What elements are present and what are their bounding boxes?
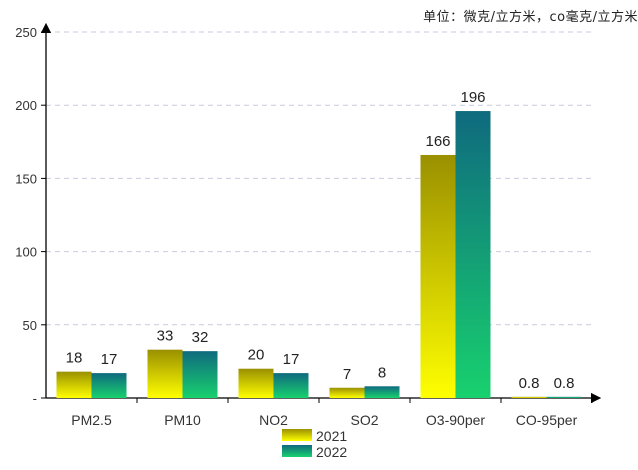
bar-2022-so2 bbox=[364, 386, 400, 398]
data-label-2022-so2: 8 bbox=[378, 364, 386, 381]
y-tick-label-100: 100 bbox=[15, 245, 37, 260]
bar-2021-pm2-5 bbox=[56, 371, 92, 398]
bar-2021-co-95per bbox=[511, 396, 547, 398]
data-label-2022-co-95per: 0.8 bbox=[554, 375, 575, 392]
legend-swatch-2021 bbox=[282, 429, 312, 441]
y-tick-label-200: 200 bbox=[15, 98, 37, 113]
data-label-2021-o3-90per: 166 bbox=[425, 133, 450, 150]
data-label-2022-no2: 17 bbox=[283, 351, 300, 368]
bars bbox=[56, 111, 582, 398]
x-tick-label-no2: NO2 bbox=[259, 412, 288, 428]
x-tick-label-co-95per: CO-95per bbox=[516, 412, 578, 428]
x-tick-label-pm10: PM10 bbox=[164, 412, 201, 428]
y-tick-label-150: 150 bbox=[15, 171, 37, 186]
bar-2021-so2 bbox=[329, 387, 365, 398]
y-tick-label-0: - bbox=[33, 391, 37, 406]
x-tick-label-o3-90per: O3-90per bbox=[426, 412, 485, 428]
data-label-2022-o3-90per: 196 bbox=[460, 89, 485, 106]
data-label-2021-co-95per: 0.8 bbox=[519, 375, 540, 392]
legend-swatch-2022 bbox=[282, 445, 312, 457]
data-label-2021-pm10: 33 bbox=[157, 328, 174, 345]
y-tick-label-50: 50 bbox=[23, 318, 37, 333]
data-label-2022-pm10: 32 bbox=[192, 329, 209, 346]
unit-note: 单位：微克/立方米，co毫克/立方米 bbox=[423, 10, 638, 25]
axes: - 50 100 150 200 250 PM2.5 PM10 NO2 SO2 O3-90per CO… bbox=[15, 22, 602, 428]
bar-2022-o3-90per bbox=[455, 111, 491, 398]
bar-2022-no2 bbox=[273, 373, 309, 398]
data-label-2022-pm2-5: 17 bbox=[101, 351, 118, 368]
x-tick-label-pm2-5: PM2.5 bbox=[71, 412, 112, 428]
data-labels: 18 17 33 32 20 17 7 8 166 196 0.8 0.8 bbox=[66, 89, 575, 392]
grid-lines bbox=[46, 31, 592, 326]
legend-label-2022: 2022 bbox=[316, 444, 347, 460]
bar-2021-no2 bbox=[238, 368, 274, 398]
bar-2022-co-95per bbox=[546, 396, 582, 398]
bar-2021-pm10 bbox=[147, 349, 183, 398]
y-tick-label-250: 250 bbox=[15, 25, 37, 40]
x-tick-label-so2: SO2 bbox=[350, 412, 378, 428]
bar-2022-pm2-5 bbox=[91, 373, 127, 398]
bar-2022-pm10 bbox=[182, 351, 218, 398]
data-label-2021-no2: 20 bbox=[248, 347, 265, 364]
data-label-2021-pm2-5: 18 bbox=[66, 350, 83, 367]
legend-label-2021: 2021 bbox=[316, 428, 347, 444]
data-label-2021-so2: 7 bbox=[343, 366, 351, 383]
bar-2021-o3-90per bbox=[420, 154, 456, 398]
